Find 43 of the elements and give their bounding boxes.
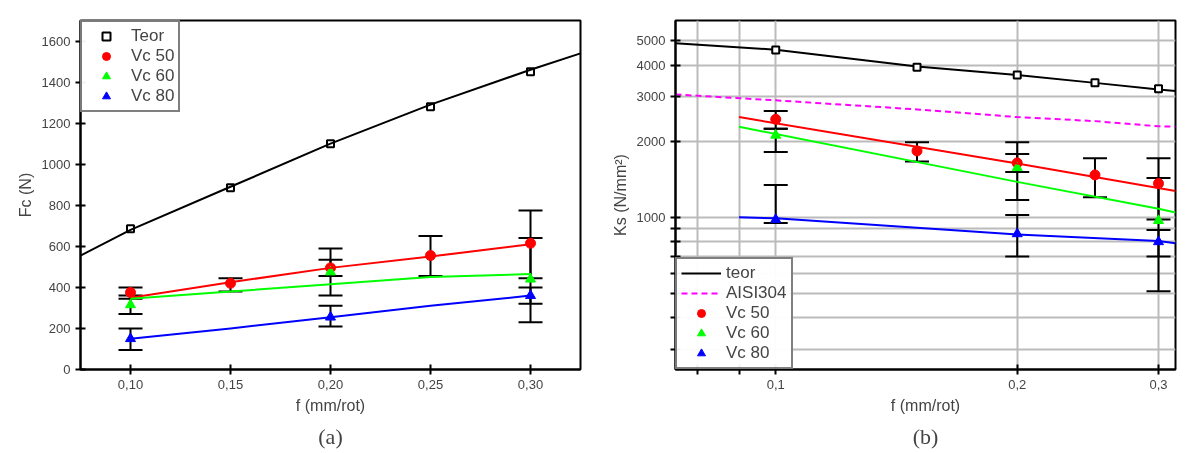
legend-label: Vc 80 [726,343,770,363]
legend-label: Vc 80 [131,86,175,106]
legend-label: Vc 50 [726,303,770,323]
y-axis-title: Ks (N/mm²) [611,154,629,236]
x-tick-label: 0,15 [217,376,244,392]
point [125,298,136,309]
legend-label: Vc 60 [131,66,175,86]
point [525,289,536,299]
y-tick-label: 3000 [636,89,666,105]
y-tick-label: 800 [48,197,71,213]
x-tick-label: 0,20 [317,376,344,392]
legend-label: Vc 60 [726,323,770,343]
point [125,287,136,298]
y-tick-label: 200 [48,320,71,336]
y-tick-label: 400 [48,279,71,295]
legend-label: Teor [131,26,165,46]
legend-label: teor [726,263,756,283]
x-tick-label: 0,2 [1008,376,1027,392]
x-axis-title: f (mm/rot) [295,396,366,414]
y-tick-label: 1000 [636,209,666,225]
x-axis-title: f (mm/rot) [890,396,961,414]
x-tick-label: 0,1 [766,376,785,392]
y-tick-label: 4000 [636,57,666,73]
y-tick-label: 0 [63,362,71,377]
point [525,272,536,283]
y-tick-label: 1600 [41,33,71,49]
legend-label: AISI304 [726,283,787,303]
y-tick-label: 600 [48,238,71,254]
y-axis-title: Fc (N) [16,172,34,218]
point [125,332,136,343]
y-tick-label: 1200 [41,115,71,131]
x-tick-label: 0,25 [417,376,444,392]
text: (b) [912,423,939,449]
y-tick-label: 1400 [41,74,71,90]
point [525,237,536,249]
x-tick-label: 0,30 [517,376,544,392]
legend-label: Vc 50 [131,46,175,66]
x-tick-label: 0,10 [117,376,144,392]
y-tick-label: 1000 [41,156,71,172]
y-tick-label: 2000 [636,133,666,149]
text: (a) [318,423,343,449]
x-tick-label: 0,3 [1149,376,1168,392]
y-tick-label: 5000 [636,33,666,49]
